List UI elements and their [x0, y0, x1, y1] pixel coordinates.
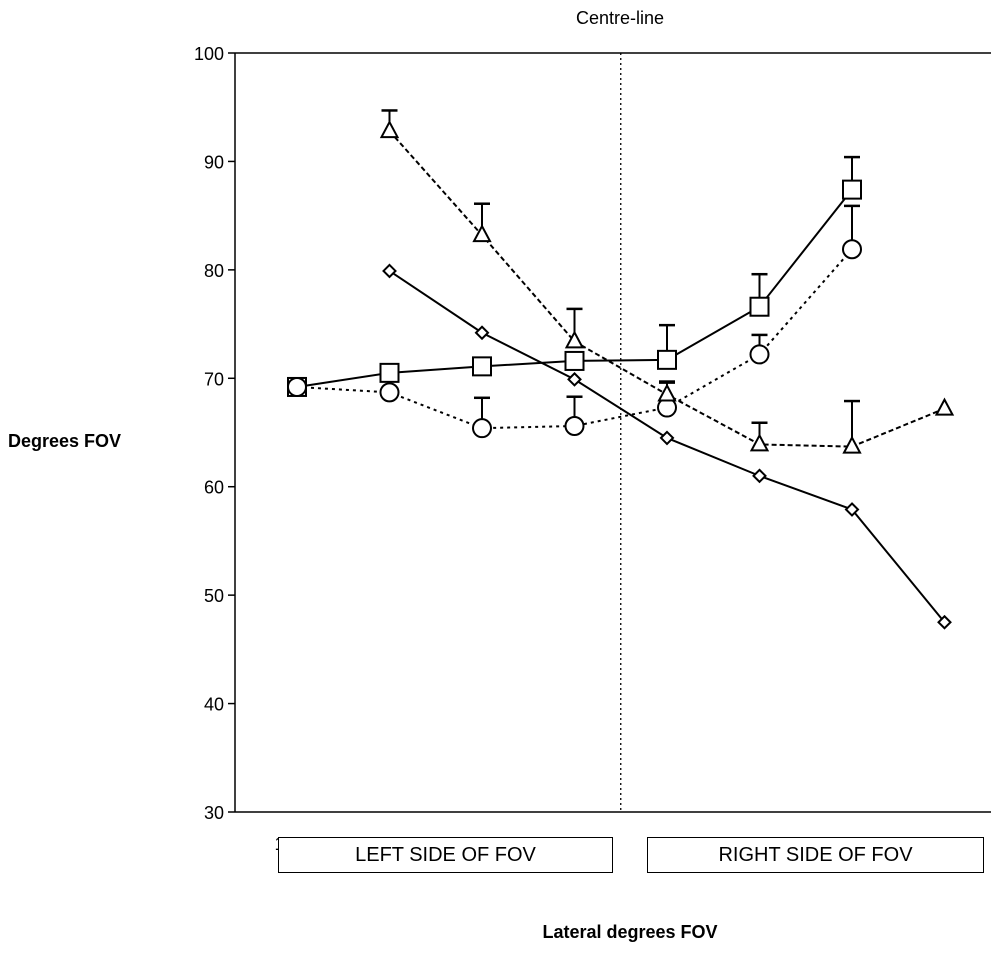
y-tick-label: 90	[204, 152, 224, 172]
right-side-label: RIGHT SIDE OF FOV	[647, 837, 984, 873]
y-tick-label: 60	[204, 478, 224, 498]
triangle-marker	[749, 433, 770, 452]
triangle-marker	[472, 224, 492, 243]
diamond-series-line	[388, 270, 946, 623]
triangle-marker	[842, 435, 862, 454]
square-marker	[564, 350, 585, 371]
triangle-marker	[934, 397, 955, 416]
diamond-marker	[382, 263, 397, 279]
y-tick-label: 50	[204, 586, 224, 606]
y-tick-label: 40	[204, 695, 224, 715]
diamond-marker	[659, 430, 675, 446]
circle-marker	[749, 344, 770, 365]
y-tick-label: 80	[204, 261, 224, 281]
y-tick-label: 100	[194, 44, 224, 64]
circle-marker	[472, 418, 492, 439]
centre-line-label: Centre-line	[575, 8, 665, 28]
diamond-marker	[474, 325, 490, 341]
y-tick-label: 30	[204, 803, 224, 823]
triangle-marker	[657, 383, 677, 402]
left-side-label: LEFT SIDE OF FOV	[278, 837, 613, 873]
square-marker	[472, 356, 492, 377]
square-marker	[842, 179, 862, 200]
y-tick-label: 70	[204, 369, 224, 389]
circle-marker	[287, 376, 307, 397]
square-marker	[749, 296, 770, 317]
circle-marker	[842, 239, 862, 260]
circle-marker	[379, 382, 400, 403]
square-marker	[657, 349, 677, 370]
diamond-marker	[937, 614, 952, 630]
x-axis-label: Lateral degrees FOV	[542, 922, 718, 942]
circle-marker	[564, 415, 585, 436]
triangle-marker	[379, 119, 400, 139]
square-marker	[379, 362, 400, 383]
diamond-marker	[567, 371, 582, 387]
triangle-marker	[564, 330, 585, 349]
diamond-marker	[844, 502, 860, 517]
y-axis-label: Degrees FOV	[8, 431, 122, 451]
diamond-marker	[752, 468, 767, 484]
